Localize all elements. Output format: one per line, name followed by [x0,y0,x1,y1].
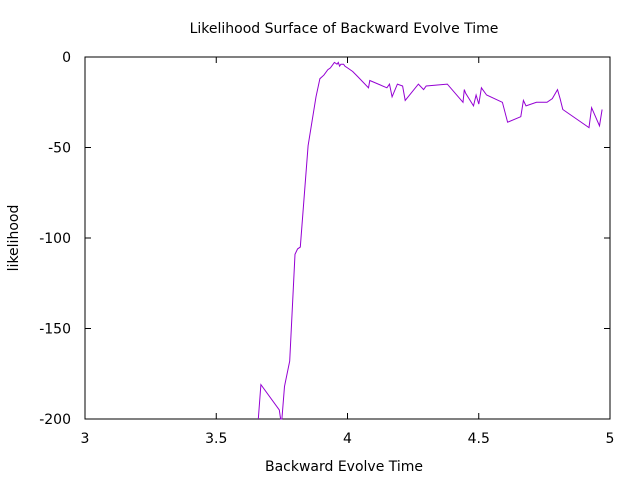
x-tick-label: 5 [606,431,615,447]
x-tick-label: 4 [343,431,352,447]
y-axis-label: likelihood [6,205,22,272]
y-tick-label: -50 [48,141,71,157]
plot-frame [84,56,611,420]
x-axis: 3 3.5 4 4.5 5 [81,57,615,447]
x-tick-label: 3.5 [205,431,227,447]
chart-title: Likelihood Surface of Backward Evolve Ti… [190,21,499,37]
y-tick-label: -200 [39,412,71,428]
x-tick-label: 3 [81,431,90,447]
series-layer [257,61,603,420]
x-axis-label: Backward Evolve Time [265,459,423,475]
y-tick-label: 0 [62,50,71,66]
y-tick-label: -100 [39,231,71,247]
y-axis: 0 -50 -100 -150 -200 [39,50,610,428]
y-tick-label: -150 [39,322,71,338]
likelihood-series-line [257,61,603,420]
x-tick-label: 4.5 [468,431,490,447]
